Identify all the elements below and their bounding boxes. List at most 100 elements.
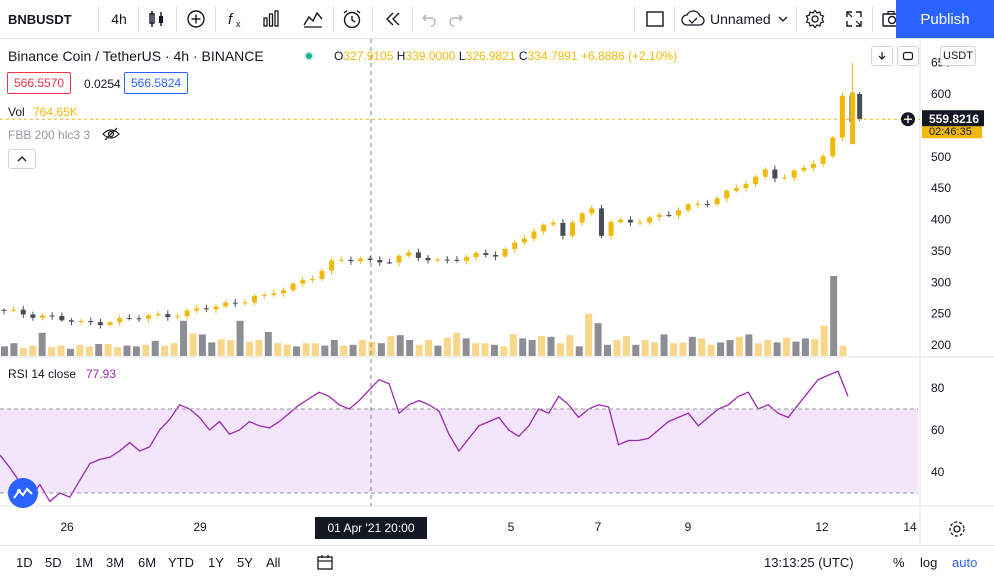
spread-value: 0.0254 (84, 77, 121, 91)
interval-button[interactable]: 4h (111, 11, 127, 27)
volume-bar (170, 343, 178, 356)
candle-body (502, 248, 508, 257)
expand-icon[interactable] (841, 0, 867, 38)
candle-body (512, 242, 518, 249)
volume-bar (509, 334, 517, 356)
undo-icon[interactable] (418, 0, 440, 38)
range-button-3m[interactable]: 3M (106, 554, 125, 570)
toolbar-divider (138, 6, 139, 32)
range-button-5y[interactable]: 5Y (237, 554, 253, 570)
volume-bar (425, 340, 432, 356)
range-button-6m[interactable]: 6M (138, 554, 157, 570)
range-button-1m[interactable]: 1M (75, 554, 94, 570)
eye-hidden-icon[interactable] (102, 126, 120, 145)
compare-add-icon[interactable] (183, 0, 209, 38)
vol-value: 764.65K (33, 105, 78, 119)
candle-body (637, 222, 643, 224)
calendar-icon[interactable] (316, 546, 334, 578)
fullscreen-square-icon[interactable] (642, 0, 668, 38)
financials-icon[interactable] (258, 0, 284, 38)
candle-body (753, 176, 759, 185)
candle-body (570, 222, 576, 236)
svg-text:x: x (236, 19, 241, 29)
volume-bar (830, 276, 838, 356)
candles-icon[interactable] (144, 0, 170, 38)
volume-bars (1, 276, 847, 356)
volume-bar (632, 344, 640, 356)
range-button-1y[interactable]: 1Y (208, 554, 224, 570)
utc-clock[interactable]: 13:13:25 (UTC) (764, 554, 854, 570)
currency-button[interactable]: USDT (940, 46, 976, 66)
chevron-down-icon[interactable] (776, 0, 790, 38)
candle-body (11, 309, 17, 311)
vol-label: Vol (8, 105, 25, 119)
volume-bar (453, 332, 461, 356)
crosshair-time-label: 01 Apr '21 20:00 (327, 521, 414, 535)
alert-clock-icon[interactable] (339, 0, 365, 38)
candle-body (647, 217, 653, 223)
collapse-legend-button[interactable] (8, 149, 36, 169)
redo-icon[interactable] (445, 0, 467, 38)
range-button-all[interactable]: All (266, 554, 281, 570)
percent-toggle[interactable]: % (893, 554, 905, 570)
candle-body (329, 260, 335, 271)
rsi-tick-label: 40 (931, 465, 945, 479)
volume-bar (528, 340, 536, 356)
volume-bar (773, 342, 781, 356)
volume-bar (1, 346, 8, 356)
toolbar-divider (333, 6, 334, 32)
volume-bar (330, 340, 338, 356)
cloud-check-icon[interactable] (680, 0, 706, 38)
volume-bar (208, 342, 216, 356)
chart-canvas[interactable]: 2002503003504004505005506006504060802629… (0, 39, 994, 544)
volume-bar (500, 346, 508, 356)
candle-body (830, 137, 836, 157)
volume-bar (396, 335, 404, 356)
volume-bar (726, 340, 734, 356)
gear-icon[interactable] (802, 0, 828, 38)
volume-bar (745, 334, 753, 356)
volume-bar (29, 345, 37, 356)
log-toggle[interactable]: log (920, 554, 938, 570)
candle-body (136, 318, 142, 320)
candle-body (97, 322, 103, 326)
volume-bar (839, 345, 847, 356)
layout-name[interactable]: Unnamed (710, 11, 771, 27)
scroll-down-button[interactable] (871, 46, 893, 66)
tradingview-logo-icon[interactable] (8, 478, 38, 508)
publish-button[interactable]: Publish (896, 0, 994, 38)
range-button-ytd[interactable]: YTD (168, 554, 194, 570)
candle-body (492, 254, 498, 257)
volume-bar (519, 338, 527, 356)
volume-bar (434, 345, 442, 356)
candle-body (425, 257, 431, 261)
bid-price-box[interactable]: 566.5570 (7, 72, 72, 94)
candle-body (656, 214, 662, 218)
candle-body (483, 253, 489, 255)
replay-icon[interactable] (380, 0, 406, 38)
candle-body (772, 169, 778, 179)
current-price-label: 559.8216 (929, 112, 979, 126)
volume-bar (293, 346, 301, 356)
symbol-search[interactable]: BNBUSDT (8, 11, 72, 27)
volume-bar (198, 334, 206, 356)
range-button-5d[interactable]: 5D (45, 554, 62, 570)
volume-bar (180, 320, 188, 356)
volume-bar (783, 337, 791, 356)
candle-body (223, 302, 229, 307)
volume-bar (688, 336, 696, 356)
ask-price-box[interactable]: 566.5824 (124, 72, 189, 94)
maximize-pane-button[interactable] (897, 46, 919, 66)
volume-bar (754, 343, 762, 356)
templates-icon[interactable] (300, 0, 326, 38)
volume-bar (651, 342, 659, 356)
c-label: C (518, 49, 528, 63)
rsi-value: 77.93 (86, 367, 117, 381)
range-button-1d[interactable]: 1D (16, 554, 33, 570)
candle-body (386, 262, 392, 264)
chart-title: Binance Coin / TetherUS · 4h · BINANCE (8, 48, 264, 64)
auto-toggle[interactable]: auto (952, 554, 978, 570)
volume-bar (227, 340, 235, 356)
